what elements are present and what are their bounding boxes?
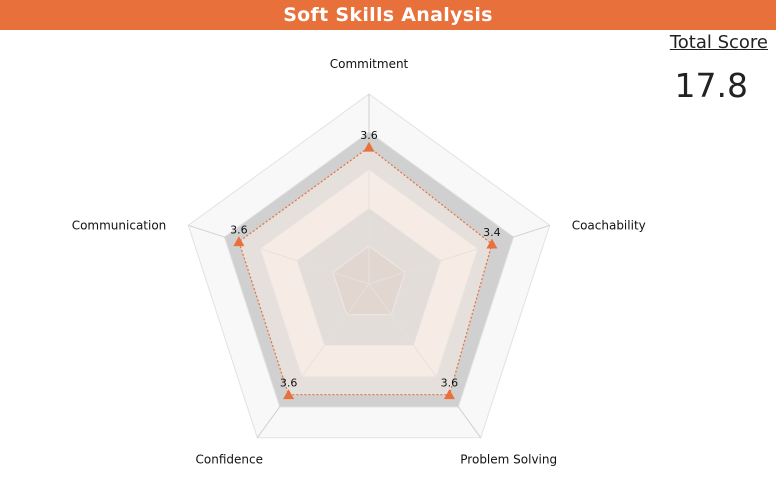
data-label: 3.6 [441,377,459,390]
category-label: Communication [72,218,167,232]
category-label: Confidence [196,453,263,467]
data-series-line [238,146,493,396]
category-label: Commitment [330,57,409,71]
data-point [443,389,455,400]
data-label: 3.6 [360,129,378,142]
total-score-label: Total Score [669,32,768,53]
data-point [486,238,498,249]
data-label: 3.6 [230,224,248,237]
total-score-value: 17.8 [674,66,748,105]
category-label: Problem Solving [460,453,557,467]
category-label: Coachability [572,218,646,232]
data-label: 3.6 [280,377,298,390]
data-label: 3.4 [483,226,501,239]
header-bar: Soft Skills Analysis [0,0,776,30]
data-point [233,236,245,247]
data-point [283,389,295,400]
data-point [363,141,375,152]
page-title: Soft Skills Analysis [283,4,493,26]
